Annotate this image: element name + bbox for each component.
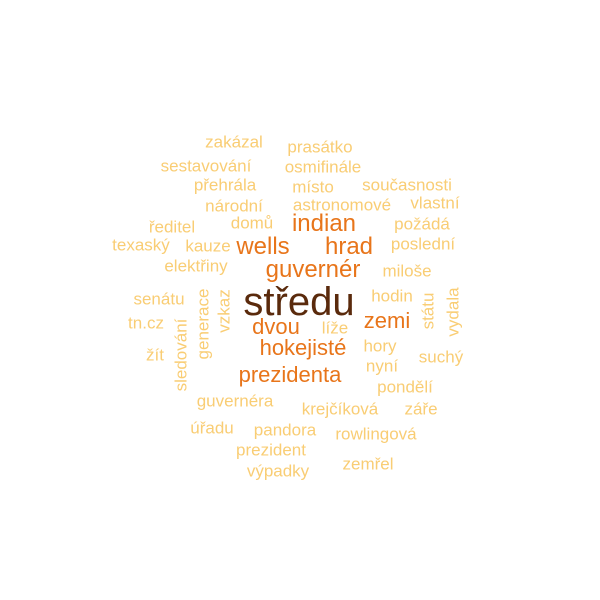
word-vypadky: výpadky bbox=[246, 461, 310, 481]
word-senatu: senátu bbox=[133, 289, 185, 309]
word-generace: generace bbox=[193, 288, 213, 360]
word-soucasnosti: současnosti bbox=[362, 175, 452, 195]
word-prasatko: prasátko bbox=[287, 137, 353, 157]
word-vlastni: vlastní bbox=[410, 193, 460, 213]
word-zemi: zemi bbox=[363, 308, 411, 333]
word-misto: místo bbox=[292, 177, 334, 197]
word-sledovani: sledování bbox=[171, 318, 191, 392]
word-hokejiste: hokejisté bbox=[259, 335, 347, 360]
word-zakazal: zakázal bbox=[205, 132, 263, 152]
word-tncz: tn.cz bbox=[128, 313, 164, 333]
word-zemrel: zemřel bbox=[342, 454, 394, 474]
word-nyni: nyní bbox=[365, 356, 399, 376]
word-astronomove: astronomové bbox=[292, 195, 392, 215]
word-elektriny: elektřiny bbox=[164, 256, 228, 276]
word-statu: státu bbox=[418, 292, 438, 330]
word-vzkaz: vzkaz bbox=[214, 289, 234, 333]
word-narodni: národní bbox=[205, 196, 263, 216]
word-prezident: prezident bbox=[236, 440, 306, 460]
word-dvou: dvou bbox=[252, 314, 300, 339]
word-pozada: požádá bbox=[394, 214, 450, 234]
word-zit: žít bbox=[146, 345, 164, 365]
word-kauze: kauze bbox=[185, 236, 231, 256]
word-stredu: středu bbox=[243, 280, 355, 324]
word-guverner: guvernér bbox=[265, 256, 361, 283]
word-milose: miloše bbox=[382, 261, 432, 281]
word-pandora: pandora bbox=[253, 420, 317, 440]
word-rowlingova: rowlingová bbox=[335, 424, 417, 444]
word-domu: domů bbox=[230, 213, 274, 233]
word-posledni: poslední bbox=[390, 234, 456, 254]
word-osmifinale: osmifinále bbox=[284, 157, 362, 177]
word-guvernera: guvernéra bbox=[196, 391, 274, 411]
word-hodin: hodin bbox=[371, 286, 413, 306]
word-wells: wells bbox=[236, 233, 290, 260]
word-sestavovani: sestavování bbox=[160, 156, 252, 176]
word-hory: hory bbox=[363, 336, 397, 356]
word-uradu: úřadu bbox=[190, 418, 234, 438]
word-vydala: vydala bbox=[443, 287, 463, 337]
word-suchy: suchý bbox=[418, 347, 464, 367]
word-pondeli: pondělí bbox=[377, 377, 433, 397]
word-prehrala: přehrála bbox=[193, 175, 257, 195]
word-prezidenta: prezidenta bbox=[238, 362, 342, 387]
word-lize: líže bbox=[321, 318, 349, 338]
word-hrad: hrad bbox=[324, 233, 374, 260]
word-indian: indian bbox=[291, 210, 357, 237]
word-texasky: texaský bbox=[112, 235, 170, 255]
word-krejcikova: krejčíková bbox=[301, 399, 379, 419]
word-reditel: ředitel bbox=[148, 217, 196, 237]
word-zare: záře bbox=[404, 399, 438, 419]
